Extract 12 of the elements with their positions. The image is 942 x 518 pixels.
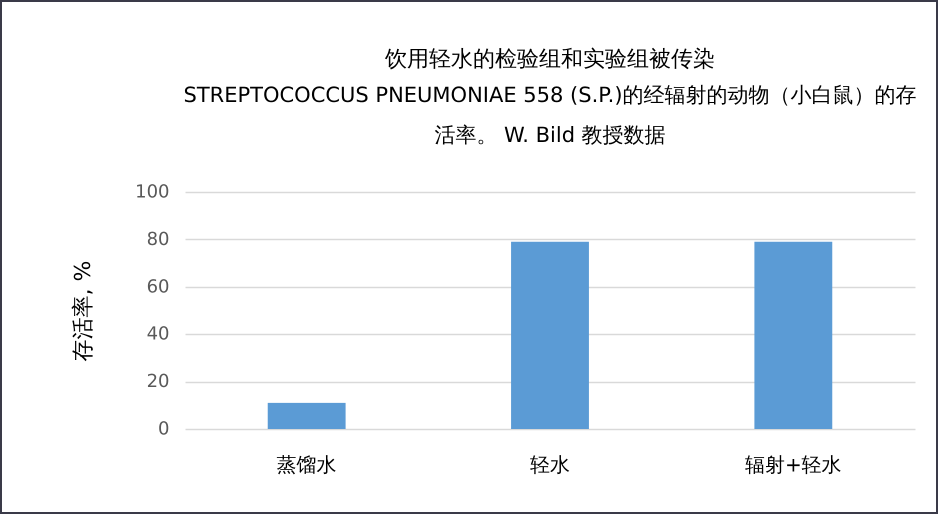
y-tick-label: 60: [146, 276, 170, 298]
y-tick-label: 40: [146, 324, 170, 345]
x-tick-label: 辐射+轻水: [744, 452, 842, 476]
x-tick-label: 轻水: [530, 452, 570, 476]
y-tick-label: 20: [146, 371, 170, 392]
chart-subtitle: STREPTOCOCCUS PNEUMONIAE 558 (S.P.)的经辐射的动物（小白鼠）的存活率。 W. Bild 教授数据: [183, 83, 917, 147]
y-tick-label: 100: [135, 182, 170, 202]
y-tick-label: 80: [146, 228, 170, 250]
x-tick-label: 蒸馏水: [276, 452, 337, 476]
y-axis-title: 存活率, %: [71, 260, 96, 362]
chart-title: 饮用轻水的检验组和实验组被传染: [384, 47, 715, 72]
y-tick-label: 0: [158, 418, 170, 440]
